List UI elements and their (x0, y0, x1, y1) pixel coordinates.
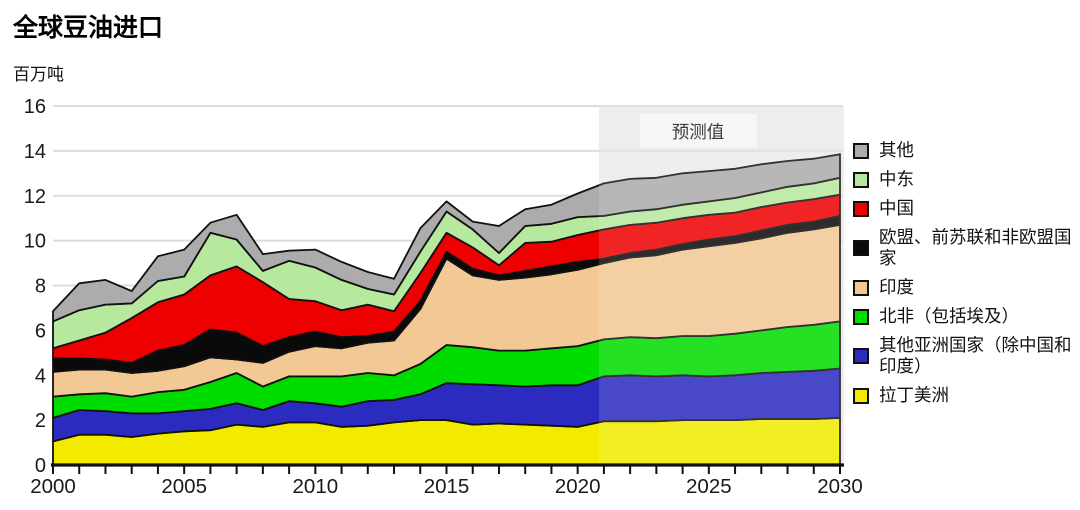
y-tick-label: 12 (24, 186, 46, 208)
legend: 其他中东中国欧盟、前苏联和非欧盟国家印度北非（包括埃及） 其他亚洲国家（除中国和印… (853, 140, 1080, 414)
legend-swatch-icon (853, 387, 869, 404)
y-tick-label: 14 (24, 141, 46, 163)
x-tick-label: 2030 (817, 475, 863, 498)
forecast-label-box (640, 114, 757, 148)
y-tick-label: 4 (35, 365, 46, 387)
legend-swatch-icon (853, 279, 869, 296)
x-tick-label: 2010 (293, 475, 339, 498)
legend-item: 中国 (853, 198, 1080, 219)
legend-item: 中东 (853, 169, 1080, 190)
legend-item: 拉丁美洲 (853, 385, 1080, 406)
legend-item: 其他亚洲国家（除中国和印度） (853, 335, 1080, 377)
legend-item: 欧盟、前苏联和非欧盟国家 (853, 227, 1080, 269)
y-tick-label: 2 (35, 410, 46, 432)
y-tick-label: 16 (24, 96, 46, 118)
x-tick-label: 2025 (686, 475, 732, 498)
y-tick-label: 10 (24, 231, 46, 253)
legend-swatch-icon (853, 142, 869, 159)
legend-item: 北非（包括埃及） (853, 306, 1080, 327)
x-tick-label: 2020 (555, 475, 601, 498)
x-tick-label: 2000 (30, 475, 76, 498)
legend-item-label: 中东 (879, 169, 914, 189)
legend-item-label: 其他 (879, 140, 914, 160)
legend-item-label: 印度 (879, 277, 914, 297)
legend-item-label: 其他亚洲国家（除中国和印度） (879, 335, 1072, 376)
legend-swatch-icon (853, 171, 869, 188)
legend-item-label: 北非（包括埃及） (879, 306, 1019, 326)
legend-item-label: 欧盟、前苏联和非欧盟国家 (879, 227, 1072, 268)
x-tick-label: 2005 (161, 475, 207, 498)
legend-item-label: 中国 (879, 198, 914, 218)
legend-swatch-icon (853, 348, 869, 364)
legend-item-label: 拉丁美洲 (879, 385, 949, 405)
legend-item: 印度 (853, 277, 1080, 298)
y-tick-label: 6 (35, 320, 46, 342)
y-tick-label: 0 (35, 455, 46, 477)
area-series-7 (52, 153, 841, 323)
page-title: 全球豆油进口 (13, 14, 164, 42)
legend-swatch-icon (853, 200, 869, 217)
legend-swatch-icon (853, 240, 869, 256)
forecast-overlay (598, 106, 844, 463)
legend-item: 其他 (853, 140, 1080, 161)
y-tick-label: 8 (35, 276, 46, 298)
forecast-label: 预测值 (672, 122, 725, 142)
legend-swatch-icon (853, 308, 869, 325)
x-tick-label: 2015 (424, 475, 470, 498)
y-axis-unit-label: 百万吨 (13, 65, 64, 84)
